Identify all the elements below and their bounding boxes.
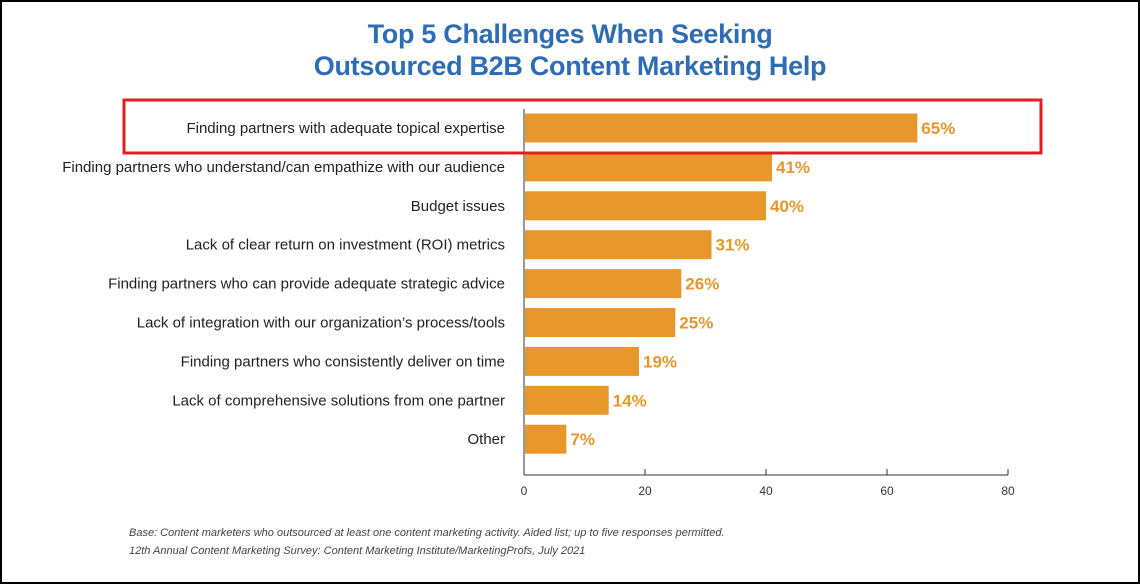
footnote-source: 12th Annual Content Marketing Survey: Co… (129, 545, 586, 557)
bar (525, 152, 772, 182)
bar (525, 346, 639, 376)
value-label: 25% (679, 314, 713, 333)
value-label: 7% (570, 430, 595, 449)
value-label: 31% (716, 236, 750, 255)
category-label: Other (467, 431, 505, 448)
value-label: 26% (685, 275, 719, 294)
bar (525, 269, 682, 299)
category-label: Lack of clear return on investment (ROI)… (186, 237, 505, 254)
value-label: 14% (613, 391, 647, 410)
bar (525, 385, 609, 415)
category-label: Finding partners who understand/can empa… (62, 159, 505, 176)
category-label: Finding partners who can provide adequat… (108, 276, 505, 293)
value-label: 19% (643, 352, 677, 371)
value-label: 40% (770, 197, 804, 216)
value-label: 65% (921, 119, 955, 138)
value-label: 41% (776, 158, 810, 177)
category-label: Finding partners who consistently delive… (181, 353, 505, 370)
bar (525, 424, 567, 454)
bar (525, 230, 712, 260)
chart-title-line-1: Top 5 Challenges When Seeking (367, 19, 773, 49)
x-tick-label: 40 (759, 484, 773, 498)
bar (525, 308, 676, 337)
category-label: Finding partners with adequate topical e… (186, 120, 505, 137)
category-label: Lack of integration with our organizatio… (137, 315, 505, 332)
x-tick-label: 60 (880, 484, 894, 498)
highlight-box (122, 98, 1043, 155)
x-tick-label: 80 (1001, 484, 1015, 498)
category-label: Lack of comprehensive solutions from one… (172, 392, 505, 409)
category-label: Budget issues (411, 198, 505, 215)
bar (525, 191, 766, 221)
x-tick-label: 20 (638, 484, 652, 498)
bar (525, 113, 918, 143)
chart-title-line-2: Outsourced B2B Content Marketing Help (313, 51, 827, 81)
x-tick-label: 0 (521, 484, 528, 498)
footnote-base: Base: Content marketers who outsourced a… (129, 527, 725, 539)
